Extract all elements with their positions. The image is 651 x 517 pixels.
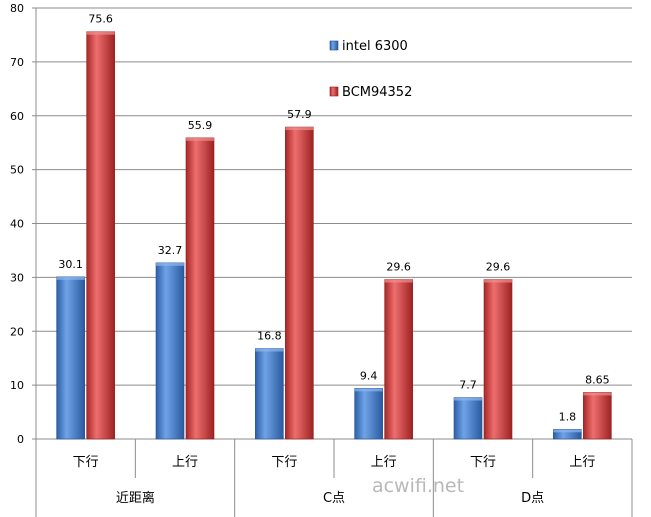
x-category-label: 上行 xyxy=(371,455,397,470)
data-label: 9.4 xyxy=(360,369,378,382)
y-tick-label: 70 xyxy=(10,56,24,69)
y-tick-label: 20 xyxy=(10,325,24,338)
bar-top-highlight xyxy=(553,429,582,433)
bar-intel-6300 xyxy=(453,397,483,440)
x-category-label: 上行 xyxy=(172,455,198,470)
data-label: 75.6 xyxy=(88,13,113,26)
data-label: 29.6 xyxy=(486,261,511,274)
bar-intel-6300 xyxy=(155,262,185,440)
legend: intel 6300 BCM94352 xyxy=(329,39,412,100)
legend-swatch xyxy=(329,86,339,97)
x-category-label: 下行 xyxy=(271,455,297,470)
bars xyxy=(56,31,612,440)
bar-bcm94352 xyxy=(583,392,612,440)
y-tick-label: 40 xyxy=(10,218,24,231)
y-tick-label: 60 xyxy=(10,110,24,123)
bar-bcm94352 xyxy=(185,137,215,440)
data-label: 55.9 xyxy=(188,119,213,132)
gridlines xyxy=(36,7,632,386)
legend-label: BCM94352 xyxy=(342,85,412,100)
legend-label: intel 6300 xyxy=(342,39,408,54)
y-tick-label: 10 xyxy=(10,379,24,392)
watermark-text: acwifi.net xyxy=(372,475,464,497)
bar-top-highlight xyxy=(354,388,383,392)
bar-top-highlight xyxy=(156,262,184,266)
bar-bcm94352 xyxy=(483,279,513,440)
bar-intel-6300 xyxy=(255,348,284,440)
x-group-label: D点 xyxy=(521,491,544,506)
bar-top-highlight xyxy=(285,127,314,131)
legend-swatch xyxy=(329,40,339,51)
data-label: 16.8 xyxy=(257,329,282,342)
data-label: 8.65 xyxy=(585,373,610,386)
bar-top-highlight xyxy=(86,31,115,35)
y-tick-label: 50 xyxy=(10,164,24,177)
bar-top-highlight xyxy=(186,137,214,141)
bar-top-highlight xyxy=(56,276,85,280)
bar-top-highlight xyxy=(454,397,482,401)
data-label: 57.9 xyxy=(287,108,312,121)
bar-bcm94352 xyxy=(86,31,115,440)
bar-top-highlight xyxy=(583,392,612,396)
data-label: 7.7 xyxy=(459,379,477,392)
bar-bcm94352 xyxy=(384,279,413,440)
x-category-label: 下行 xyxy=(73,455,99,470)
data-labels: 30.1 32.7 16.8 9.4 7.7 1.8 75.6 55.9 57.9 29.6 29.… xyxy=(58,13,609,424)
bar-top-highlight xyxy=(255,348,284,352)
data-label: 29.6 xyxy=(386,261,411,274)
data-label: 30.1 xyxy=(58,258,83,271)
y-tick-label: 30 xyxy=(10,271,24,284)
data-label: 32.7 xyxy=(158,244,183,257)
bar-intel-6300 xyxy=(354,388,383,440)
bar-top-highlight xyxy=(484,279,512,283)
x-group-label: 近距离 xyxy=(116,490,155,506)
bar-top-highlight xyxy=(384,279,413,283)
data-label: 1.8 xyxy=(559,410,577,423)
y-tick-label: 0 xyxy=(17,433,24,446)
x-group-label: C点 xyxy=(323,491,345,506)
x-category-label: 上行 xyxy=(569,455,595,470)
y-tick-label: 80 xyxy=(10,2,24,15)
bar-bcm94352 xyxy=(285,126,314,440)
x-category-label: 下行 xyxy=(470,455,496,470)
bar-intel-6300 xyxy=(56,276,85,440)
